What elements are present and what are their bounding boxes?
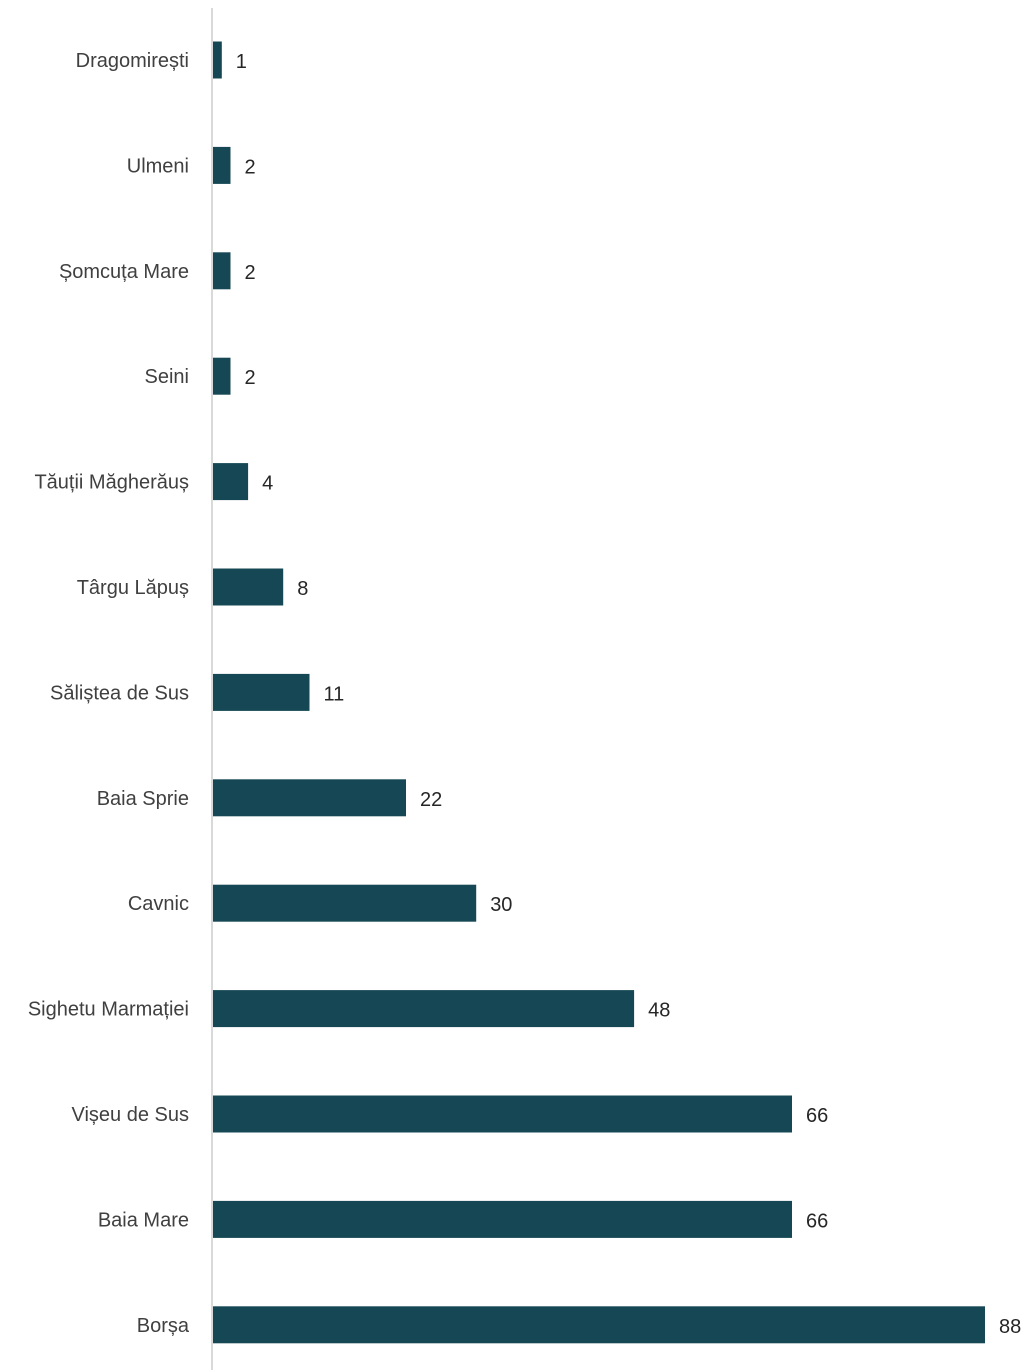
bar (213, 463, 249, 501)
data-label: 66 (806, 1210, 828, 1232)
data-label: 8 (297, 578, 308, 600)
category-label: Șomcuța Mare (59, 261, 189, 283)
bar (213, 779, 406, 817)
bar (213, 568, 284, 606)
data-label: 66 (806, 1105, 828, 1127)
bar (213, 252, 231, 290)
data-label: 11 (324, 683, 345, 705)
bar (213, 884, 477, 922)
data-label: 2 (245, 262, 256, 284)
bars-layer (213, 41, 985, 1344)
bar (213, 146, 231, 184)
data-label: 22 (420, 789, 442, 811)
bar (213, 1306, 985, 1344)
category-label: Târgu Lăpuș (77, 577, 189, 599)
data-label: 30 (490, 894, 512, 916)
data-label: 2 (245, 367, 256, 389)
category-label: Cavnic (128, 893, 189, 915)
category-label: Baia Sprie (97, 788, 189, 810)
bar (213, 1200, 792, 1238)
category-label: Sighetu Marmației (28, 999, 189, 1021)
data-label: 1 (236, 51, 247, 73)
bar (213, 41, 222, 79)
data-label: 48 (648, 1000, 670, 1022)
data-label: 4 (262, 473, 273, 495)
data-label: 2 (245, 156, 256, 178)
category-label: Vișeu de Sus (72, 1104, 190, 1126)
bar (213, 1095, 792, 1133)
category-label: Ulmeni (127, 155, 189, 177)
bar (213, 673, 310, 711)
category-label: Seini (145, 366, 189, 388)
bar (213, 357, 231, 395)
category-label: Baia Mare (98, 1209, 189, 1231)
category-label: Dragomirești (76, 50, 189, 72)
category-label: Tăuții Măgherăuș (34, 472, 189, 494)
category-labels-layer: Dragomirești Ulmeni Șomcuța Mare Seini Tăuți… (28, 50, 190, 1337)
category-label: Borșa (137, 1315, 190, 1337)
bar (213, 990, 635, 1028)
category-label: Săliștea de Sus (50, 682, 189, 704)
data-label: 88 (999, 1316, 1021, 1338)
